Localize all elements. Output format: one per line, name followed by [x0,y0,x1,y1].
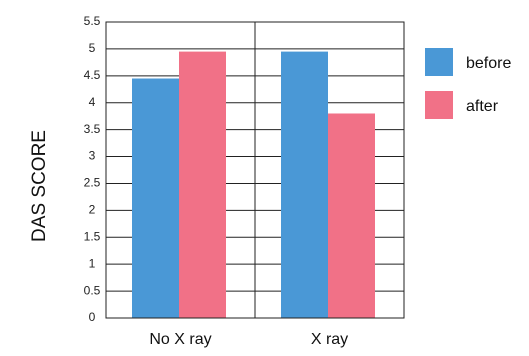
y-tick-label: 4.5 [84,68,101,82]
bar-after-0 [179,51,226,318]
y-axis-ticks: 0 0.5 1 1.5 2 2.5 3 3.5 4 4.5 5 5.5 [84,14,101,324]
y-tick-label: 3.5 [84,122,101,136]
bar-before-0 [132,78,179,318]
y-tick-label: 0.5 [84,283,101,297]
y-tick-label: 5.5 [84,14,101,28]
y-tick-label: 2 [89,203,96,217]
x-tick-label: X ray [311,331,348,348]
y-tick-label: 4 [89,95,96,109]
y-tick-label: 1.5 [84,229,101,243]
y-axis-title: DAS SCORE [29,130,50,242]
x-tick-label: No X ray [149,331,211,348]
legend-swatch-before [425,48,453,76]
bars [132,51,375,318]
legend-label-after: after [466,98,499,115]
y-tick-label: 0 [89,310,96,324]
bar-after-1 [328,113,375,318]
y-tick-label: 5 [89,41,96,55]
y-tick-label: 3 [89,149,96,163]
y-tick-label: 2.5 [84,176,101,190]
x-axis-ticks: No X ray X ray [149,331,348,348]
legend-label-before: before [466,55,511,72]
bar-before-1 [281,51,328,318]
legend: before after [425,48,511,119]
legend-swatch-after [425,91,453,119]
y-tick-label: 1 [89,256,96,270]
